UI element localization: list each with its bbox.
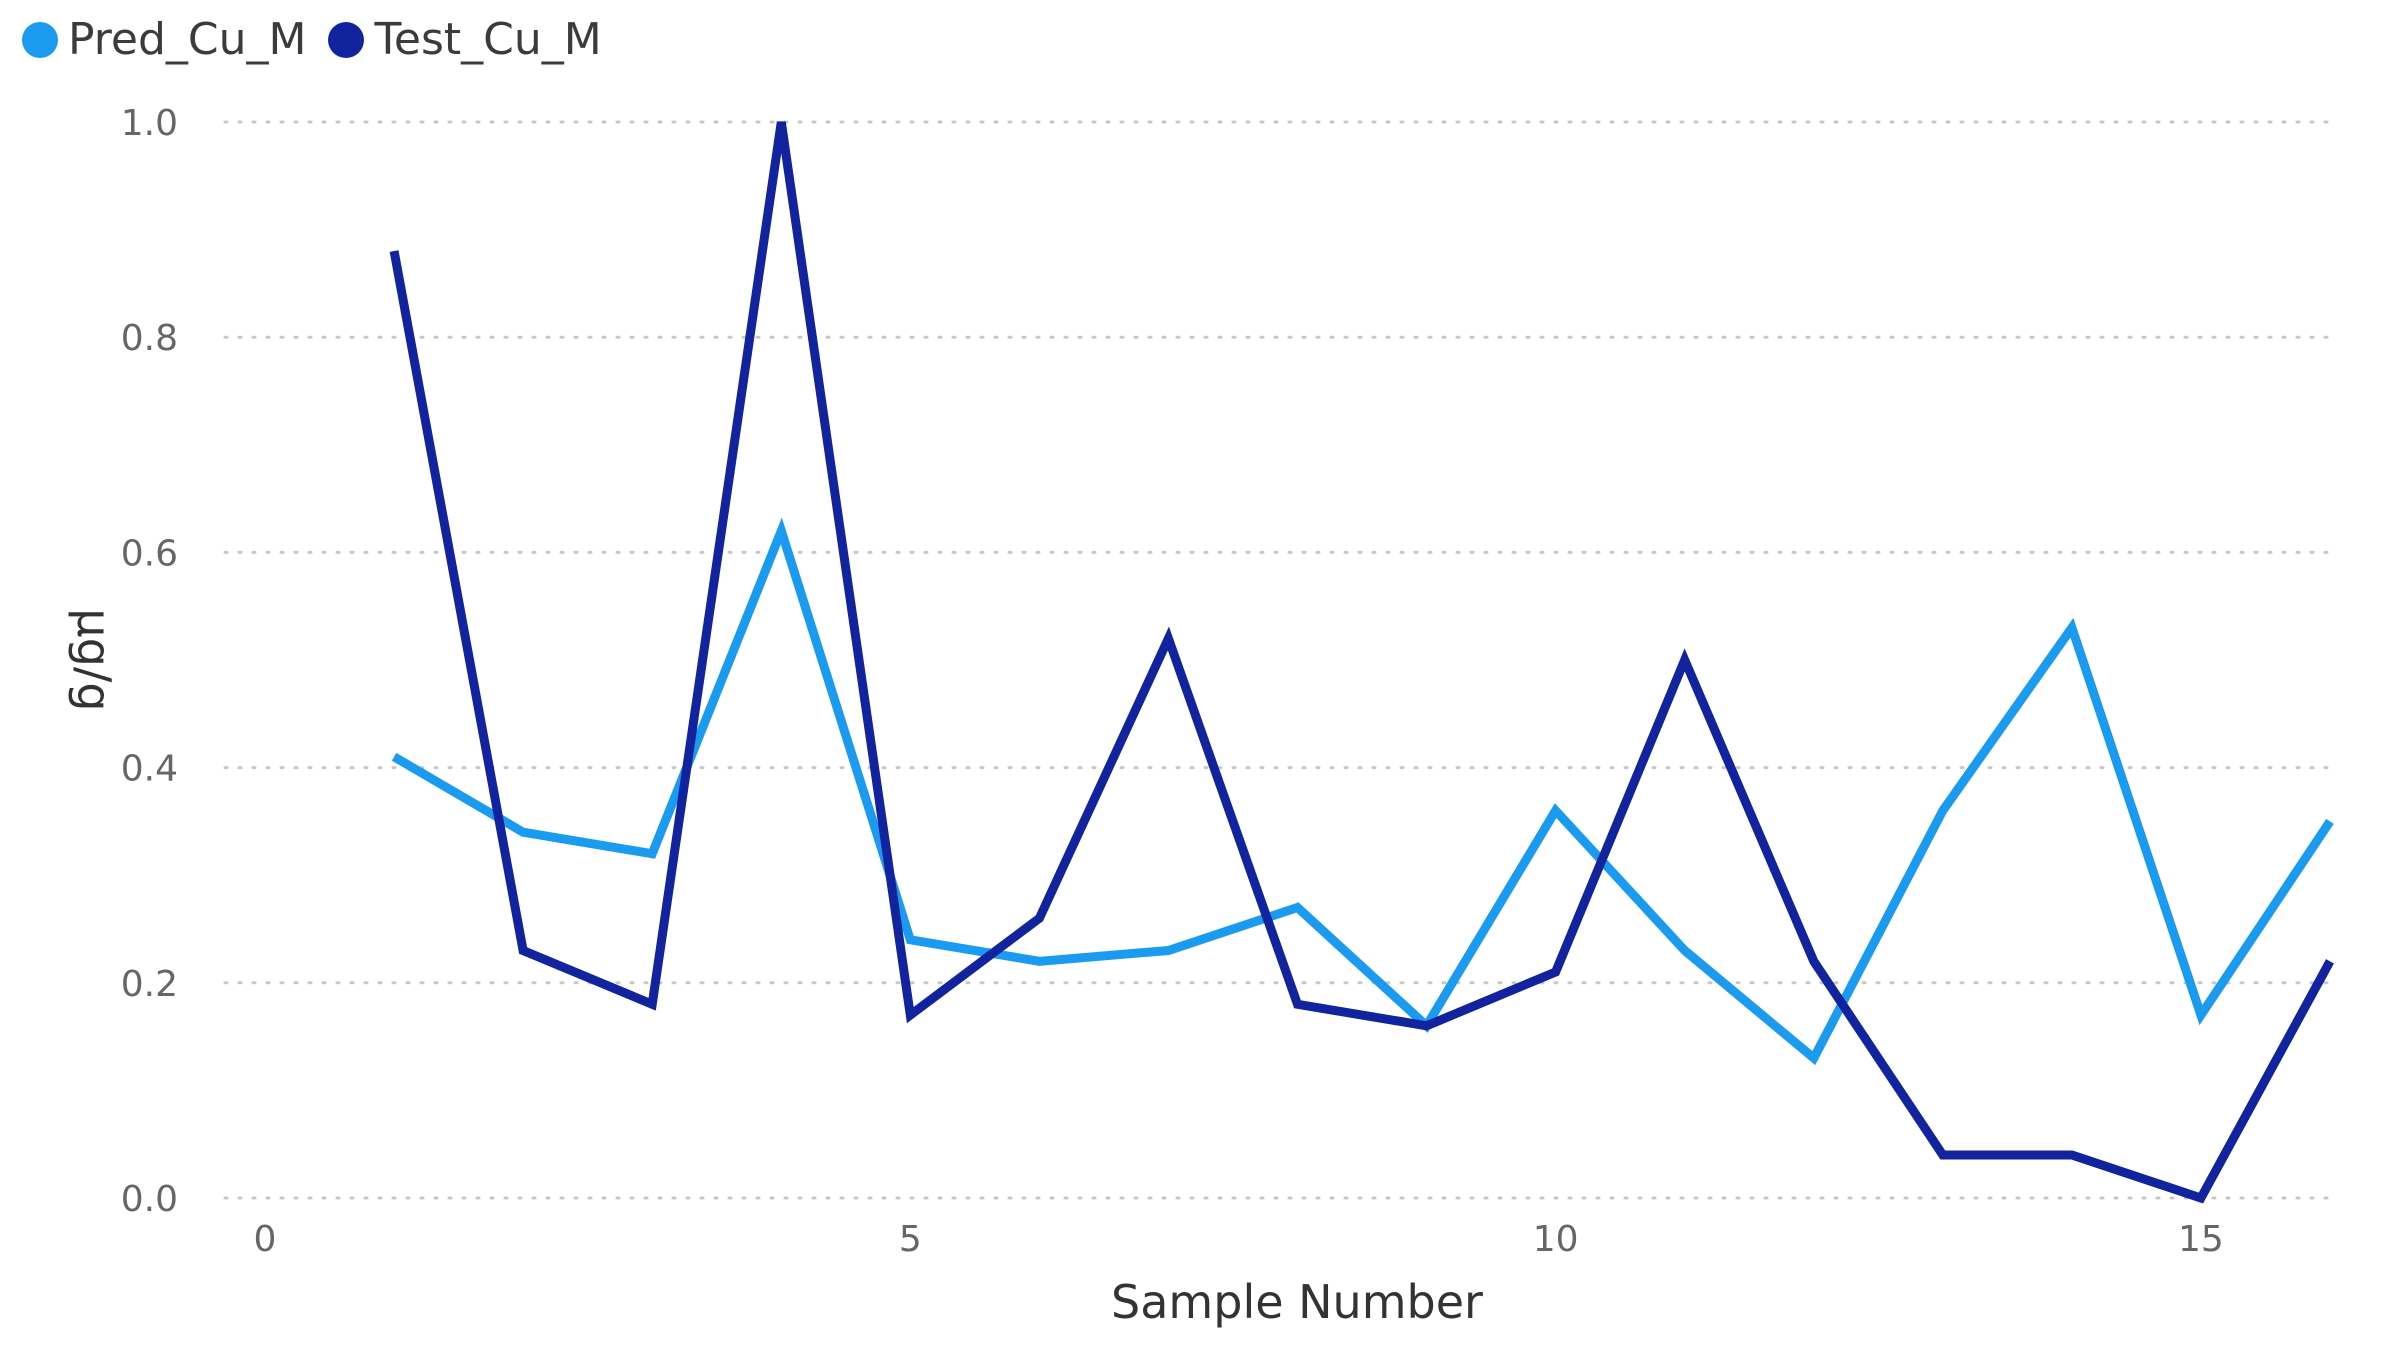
legend-marker-pred <box>22 21 58 58</box>
legend-marker-test <box>328 21 365 58</box>
legend-label-test: Test_Cu_M <box>374 14 602 65</box>
y-axis-title: µg/g <box>67 608 121 711</box>
x-tick-label: 5 <box>899 1219 922 1260</box>
series-line-pred-cu-m[interactable] <box>391 517 2334 1066</box>
legend-label-pred: Pred_Cu_M <box>68 14 307 65</box>
y-tick-label: 0.8 <box>121 318 178 359</box>
grid-lines <box>223 120 2332 1200</box>
legend: Pred_Cu_M Test_Cu_M <box>22 14 602 65</box>
y-axis-ticks: 0.0 0.2 0.4 0.6 0.8 1.0 <box>121 103 178 1220</box>
legend-item-test[interactable]: Test_Cu_M <box>328 14 602 65</box>
x-tick-label: 0 <box>254 1219 277 1260</box>
y-tick-label: 1.0 <box>121 103 178 144</box>
y-tick-label: 0.2 <box>121 964 178 1005</box>
y-tick-label: 0.0 <box>121 1179 178 1220</box>
y-tick-label: 0.4 <box>121 749 178 790</box>
x-tick-label: 10 <box>1533 1219 1579 1260</box>
series-line-test-cu-m[interactable] <box>389 121 2334 1204</box>
x-axis-title: Sample Number <box>1111 1275 1483 1329</box>
x-axis-ticks: 0 5 10 15 <box>254 1219 2224 1260</box>
y-tick-label: 0.6 <box>121 533 178 574</box>
series-lines <box>389 121 2334 1204</box>
legend-item-pred[interactable]: Pred_Cu_M <box>22 14 306 65</box>
x-tick-label: 15 <box>2178 1219 2224 1260</box>
